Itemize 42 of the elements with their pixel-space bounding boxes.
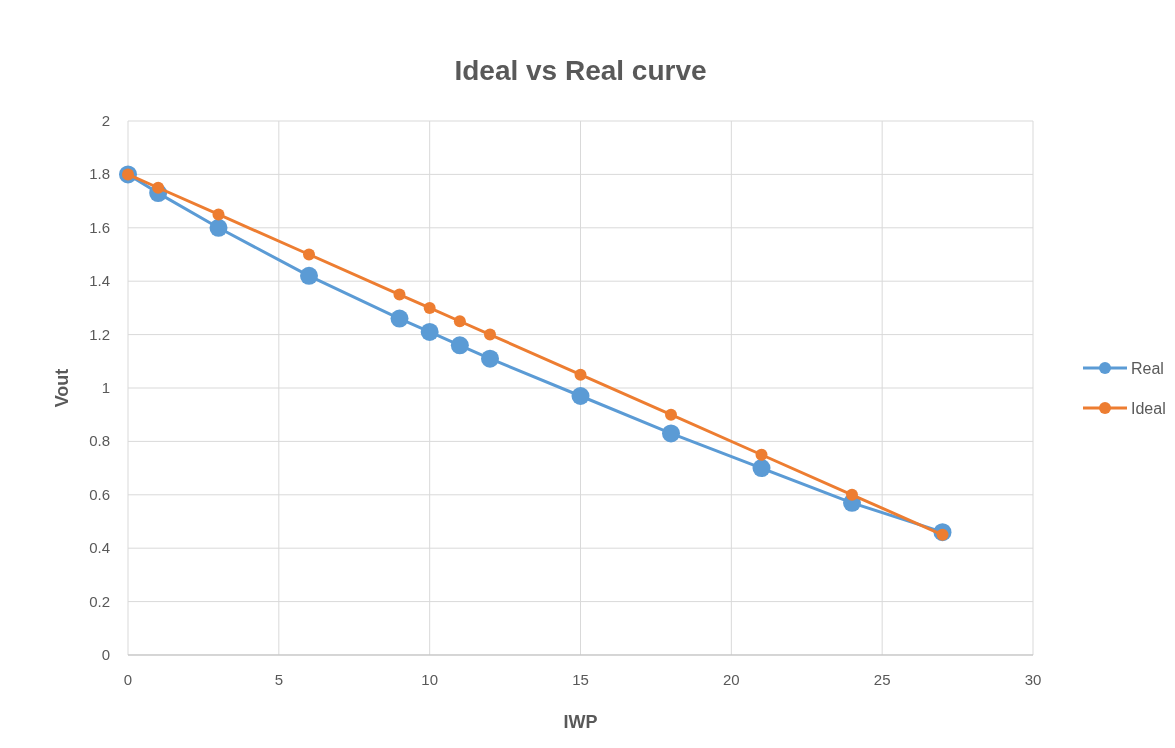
point [420,322,439,341]
point [571,387,590,406]
point [752,459,771,478]
y-tick-label: 0.8 [89,432,110,450]
chart-title: Ideal vs Real curve [454,55,707,86]
y-axis-title: Vout [52,368,72,408]
point [453,315,466,328]
y-tick-label: 1.2 [89,325,110,343]
legend-label: Ideal [1131,400,1166,417]
x-tick-label: 25 [873,671,891,688]
legend-label: Real [1131,360,1164,377]
point [212,208,225,221]
point [755,448,768,461]
x-tick-label: 0 [123,671,133,688]
x-tick-label: 30 [1024,671,1042,688]
point [300,266,318,285]
x-tick-label: 5 [274,671,284,688]
point [390,309,409,328]
y-tick-label: 0.6 [89,485,110,503]
x-tick-label: 10 [421,671,439,688]
x-tick-label: 20 [722,671,740,688]
y-tick-label: 1.6 [89,218,110,236]
y-tick-label: 0.4 [89,539,110,557]
point [450,336,469,355]
y-tick-label: 1.4 [89,272,110,290]
point [484,328,496,341]
point [846,488,858,501]
y-tick-label: 2 [101,112,110,129]
point [303,248,315,261]
y-tick-label: 1 [101,379,110,396]
y-tick-label: 0.2 [89,592,110,610]
point [209,218,228,237]
x-tick-label: 15 [572,671,589,688]
point [665,408,677,421]
x-axis-title: IWP [563,712,598,732]
y-tick-label: 0 [101,646,110,663]
point [481,349,499,368]
point [423,301,436,314]
y-tick-label: 1.8 [89,165,110,183]
point [393,288,406,301]
point [574,368,587,381]
point [662,424,680,443]
